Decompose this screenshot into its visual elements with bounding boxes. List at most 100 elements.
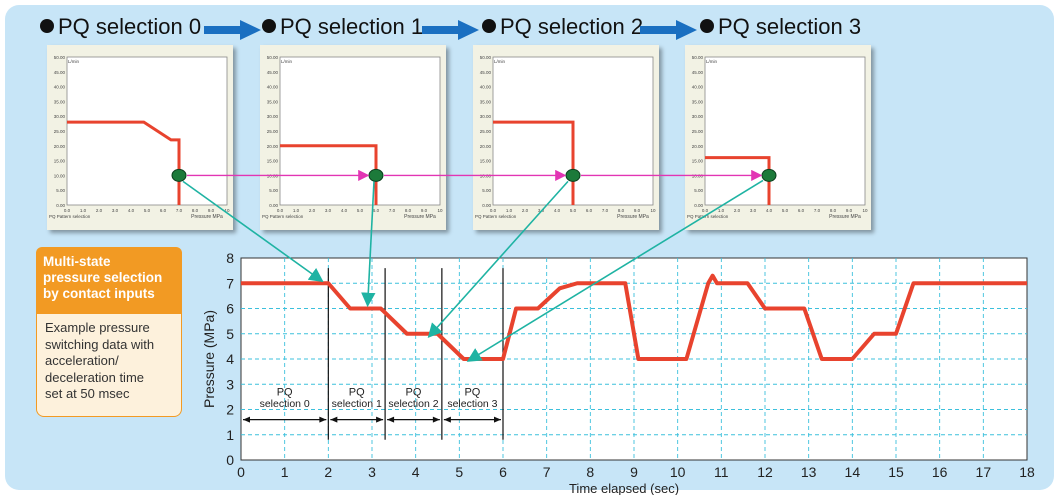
callout-title-line: by contact inputs bbox=[43, 286, 155, 301]
arrowhead-icon bbox=[243, 416, 250, 423]
x-tick-label: 13 bbox=[801, 464, 817, 480]
y-tick-label: 40.00 bbox=[54, 85, 66, 90]
y-tick-label: 15.00 bbox=[267, 159, 279, 164]
segment-label: PQ bbox=[349, 387, 365, 399]
x-tick-label: 1.0 bbox=[506, 208, 513, 213]
x-tick-label: 2.0 bbox=[734, 208, 741, 213]
arrowhead-icon bbox=[443, 416, 451, 423]
x-tick-label: 7 bbox=[543, 464, 551, 480]
arrow-right-icon bbox=[640, 20, 697, 40]
y-tick-label: 45.00 bbox=[692, 70, 704, 75]
x-tick-label: 16 bbox=[932, 464, 948, 480]
pattern-label: PQ Pattern selection bbox=[49, 214, 91, 219]
y-tick-label: 20.00 bbox=[267, 144, 279, 149]
x-tick-label: 12 bbox=[757, 464, 773, 480]
x-tick-label: 0.0 bbox=[490, 208, 497, 213]
pq-curve bbox=[67, 120, 181, 205]
y-tick-label: 30.00 bbox=[267, 114, 279, 119]
operating-point bbox=[171, 168, 187, 182]
y-tick-label: 50.00 bbox=[54, 55, 66, 60]
step-label-2: PQ selection 2 bbox=[482, 14, 643, 40]
y-tick-label: 30.00 bbox=[692, 114, 704, 119]
y-tick-label: 5.00 bbox=[694, 188, 703, 193]
correspondence-arrow bbox=[466, 179, 764, 362]
step-label-text: PQ selection 2 bbox=[500, 14, 644, 39]
arrowhead-icon bbox=[376, 416, 384, 423]
x-axis-label: Pressure MPa bbox=[617, 214, 649, 220]
x-tick-label: 3.0 bbox=[112, 208, 119, 213]
arrowhead-icon bbox=[387, 416, 395, 423]
x-tick-label: 7.0 bbox=[176, 208, 183, 213]
callout-title: Multi-state pressure selection by contac… bbox=[36, 247, 182, 314]
y-tick-label: 45.00 bbox=[54, 70, 66, 75]
y-tick-label: 50.00 bbox=[480, 55, 492, 60]
y-unit-label: L/min bbox=[706, 59, 718, 64]
x-tick-label: 9.0 bbox=[634, 208, 641, 213]
step-label-3: PQ selection 3 bbox=[700, 14, 861, 40]
y-tick-label: 25.00 bbox=[692, 129, 704, 134]
y-tick-label: 10.00 bbox=[54, 173, 66, 178]
x-tick-label: 5.0 bbox=[570, 208, 577, 213]
x-tick-label: 4.0 bbox=[766, 208, 773, 213]
x-tick-label: 17 bbox=[976, 464, 992, 480]
x-tick-label: 5.0 bbox=[144, 208, 151, 213]
bullet-icon bbox=[700, 19, 714, 33]
step-label-text: PQ selection 0 bbox=[58, 14, 202, 39]
x-tick-label: 6.0 bbox=[798, 208, 805, 213]
callout-body-line: acceleration/ bbox=[45, 353, 119, 368]
pq-curve bbox=[280, 144, 378, 205]
x-axis-title: Time elapsed (sec) bbox=[569, 481, 679, 495]
plot-area bbox=[704, 56, 866, 206]
x-tick-label: 6.0 bbox=[586, 208, 593, 213]
arrowhead-icon bbox=[432, 416, 440, 423]
x-tick-label: 6.0 bbox=[373, 208, 380, 213]
y-tick-label: 5.00 bbox=[482, 188, 491, 193]
x-tick-label: 10 bbox=[862, 208, 868, 213]
y-tick-label: 0.00 bbox=[269, 203, 278, 208]
y-tick-label: 20.00 bbox=[692, 144, 704, 149]
y-tick-label: 6 bbox=[226, 301, 234, 317]
y-tick-label: 35.00 bbox=[480, 99, 492, 104]
y-tick-label: 25.00 bbox=[54, 129, 66, 134]
pq-plot-3: 50.00 45.00 40.00 35.00 30.00 25.00 20.00 15.00… bbox=[685, 45, 871, 230]
x-tick-label: 3 bbox=[368, 464, 376, 480]
x-axis-label: Pressure MPa bbox=[404, 214, 436, 220]
y-tick-label: 5.00 bbox=[269, 188, 278, 193]
x-tick-label: 6.0 bbox=[160, 208, 167, 213]
step-label-1: PQ selection 1 bbox=[262, 14, 423, 40]
x-tick-label: 8.0 bbox=[618, 208, 625, 213]
x-tick-label: 9.0 bbox=[846, 208, 853, 213]
y-unit-label: L/min bbox=[494, 59, 506, 64]
y-tick-label: 35.00 bbox=[54, 99, 66, 104]
y-tick-label: 40.00 bbox=[480, 85, 492, 90]
y-tick-label: 15.00 bbox=[480, 159, 492, 164]
y-tick-label: 20.00 bbox=[480, 144, 492, 149]
x-tick-label: 9.0 bbox=[421, 208, 428, 213]
y-tick-label: 30.00 bbox=[54, 114, 66, 119]
x-tick-label: 1.0 bbox=[80, 208, 87, 213]
callout-body-line: Example pressure bbox=[45, 320, 150, 335]
x-tick-label: 10 bbox=[650, 208, 656, 213]
x-axis-label: Pressure MPa bbox=[829, 214, 861, 220]
y-axis-title: Pressure (MPa) bbox=[201, 310, 217, 408]
x-tick-label: 8.0 bbox=[405, 208, 412, 213]
step-label-text: PQ selection 3 bbox=[718, 14, 862, 39]
y-tick-label: 40.00 bbox=[267, 85, 279, 90]
y-tick-label: 2 bbox=[226, 402, 234, 418]
arrowhead-icon bbox=[319, 416, 327, 423]
arrowhead-icon bbox=[330, 416, 338, 423]
x-tick-label: 15 bbox=[888, 464, 904, 480]
x-tick-label: 11 bbox=[714, 464, 729, 480]
bullet-icon bbox=[482, 19, 496, 33]
y-tick-label: 20.00 bbox=[54, 144, 66, 149]
y-tick-label: 30.00 bbox=[480, 114, 492, 119]
x-tick-label: 8.0 bbox=[830, 208, 837, 213]
y-tick-label: 3 bbox=[226, 376, 234, 392]
y-tick-label: 45.00 bbox=[480, 70, 492, 75]
step-label-text: PQ selection 1 bbox=[280, 14, 424, 39]
y-tick-label: 25.00 bbox=[267, 129, 279, 134]
callout-body-line: set at 50 msec bbox=[45, 386, 130, 401]
bullet-icon bbox=[40, 19, 54, 33]
y-tick-label: 5 bbox=[226, 326, 234, 342]
